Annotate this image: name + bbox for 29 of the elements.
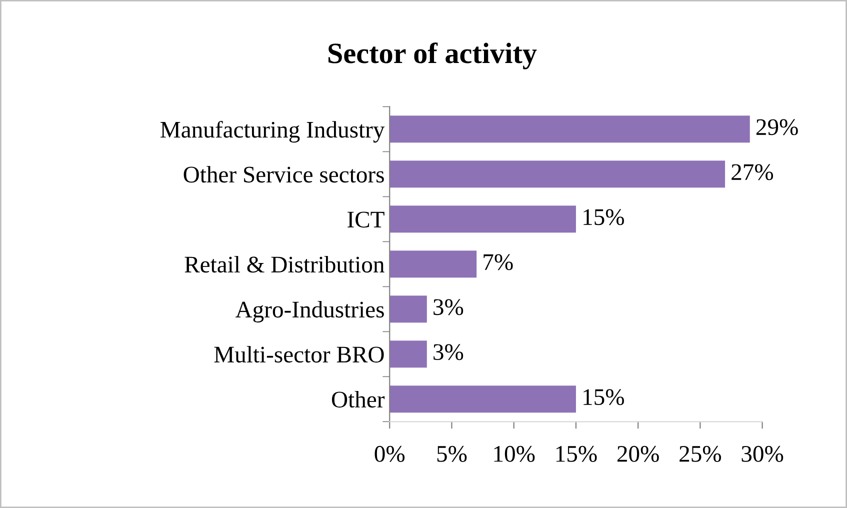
x-tick-label: 5% [437,446,467,462]
data-label: 27% [732,164,774,180]
x-tick-label: 10% [494,446,535,462]
chart-title: Sector of activity [328,42,537,70]
y-tick-label: Retail & Distribution [184,256,384,273]
data-label: 7% [484,254,513,270]
bar [390,386,576,413]
y-tick-label: ICT [348,212,384,228]
x-tick-label: 20% [617,446,659,462]
bar [390,250,477,278]
y-tick-label: Manufacturing Industry [160,120,385,143]
y-tick-label: Agro-Industries [235,300,384,322]
data-label: 3% [434,344,464,360]
data-label: 29% [756,119,798,136]
bar [390,206,576,233]
y-tick-label: Other Service sectors [184,166,384,183]
y-tick-label: Multi-sector BRO [214,346,384,363]
x-tick-label: 30% [742,446,784,462]
data-label: 15% [584,389,624,406]
x-tick-label: 25% [680,446,722,462]
y-tick-label: Other [332,390,385,408]
bar [390,160,726,188]
bar [390,296,427,323]
data-label: 3% [434,299,464,316]
x-tick-label: 0% [374,446,405,462]
data-label: 15% [584,209,624,226]
bar [390,116,750,143]
bar [390,340,427,368]
x-tick-label: 15% [556,446,597,462]
